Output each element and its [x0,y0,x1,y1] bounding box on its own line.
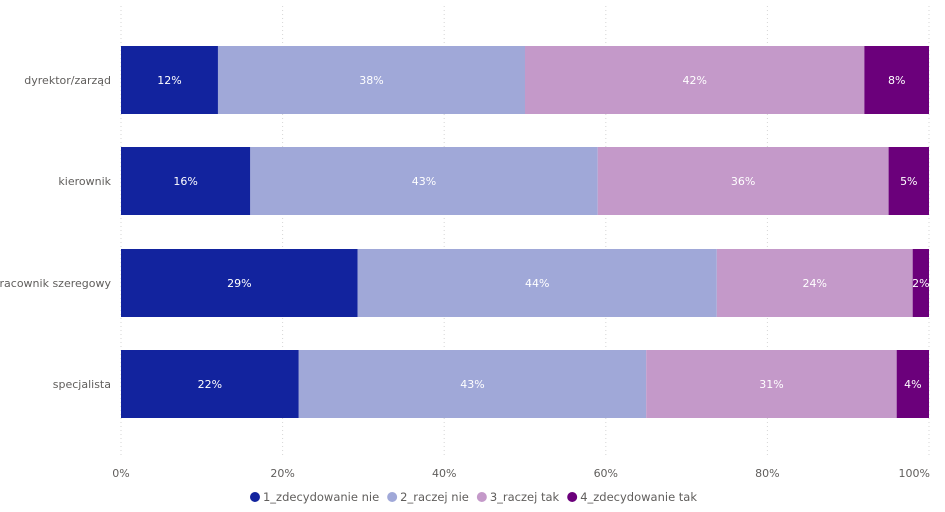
legend-item[interactable]: 1_zdecydowanie nie [249,490,379,504]
x-tick-label: 80% [755,467,779,480]
bar-segment-4-1[interactable] [121,350,299,418]
x-tick-label: 60% [594,467,618,480]
data-label: 29% [227,277,251,290]
data-label: 43% [412,175,436,188]
data-label: 5% [900,175,917,188]
bar-segment-1-1[interactable] [121,46,218,114]
legend-item[interactable]: 4_zdecydowanie tak [567,490,697,504]
bar-segment-4-2[interactable] [298,350,647,418]
x-tick-label: 0% [112,467,129,480]
bar-segment-2-1[interactable] [121,147,251,215]
x-tick-label: 100% [899,467,930,480]
bar-segment-3-2[interactable] [357,249,717,317]
data-label: 38% [359,74,383,87]
data-label: 16% [173,175,197,188]
legend-label: 3_raczej tak [490,490,560,504]
data-label: 31% [759,378,783,391]
legend-label: 4_zdecydowanie tak [580,490,697,504]
bars: 12% 38% 42% 8% 16% 43% 36% 5% 29% 44% 24% 2% 22% 43% 3… [121,46,930,418]
legend-item[interactable]: 3_raczej tak [476,490,560,504]
bar-segment-3-4[interactable] [912,249,929,317]
data-label: 8% [888,74,905,87]
category-label: specjalista [53,378,111,391]
x-axis-ticks: 0% 20% 40% 60% 80% 100% [112,467,930,480]
legend-item[interactable]: 2_raczej nie [387,490,469,504]
data-label: 4% [904,378,921,391]
bar-segment-2-3[interactable] [597,147,889,215]
bar-segment-1-2[interactable] [217,46,525,114]
legend: 1_zdecydowanie nie 2_raczej nie 3_raczej t… [249,490,697,504]
data-label: 22% [198,378,222,391]
bar-segment-2-4[interactable] [888,147,929,215]
bar-segment-1-3[interactable] [525,46,865,114]
data-label: 42% [682,74,706,87]
data-label: 44% [525,277,549,290]
category-label: pracownik szeregowy [0,277,111,290]
legend-label: 2_raczej nie [400,490,469,504]
data-label: 12% [157,74,181,87]
category-labels: dyrektor/zarząd kierownik pracownik szereg… [0,74,112,391]
bar-segment-4-4[interactable] [896,350,929,418]
data-label: 43% [460,378,484,391]
category-label: kierownik [58,175,111,188]
bar-segment-4-3[interactable] [646,350,897,418]
bar-segment-1-4[interactable] [864,46,929,114]
legend-swatch [387,492,398,502]
legend-swatch [567,492,578,502]
gridlines [120,6,930,455]
category-label: dyrektor/zarząd [24,74,111,87]
legend-swatch [249,492,260,502]
x-tick-label: 20% [270,467,294,480]
legend-swatch [476,492,487,502]
legend-label: 1_zdecydowanie nie [263,490,379,504]
bar-segment-2-2[interactable] [250,147,598,215]
data-label: 24% [803,277,827,290]
bar-segment-3-3[interactable] [716,249,913,317]
data-label: 36% [731,175,755,188]
data-label: 2% [912,277,929,290]
x-tick-label: 40% [432,467,456,480]
bar-segment-3-1[interactable] [121,249,358,317]
